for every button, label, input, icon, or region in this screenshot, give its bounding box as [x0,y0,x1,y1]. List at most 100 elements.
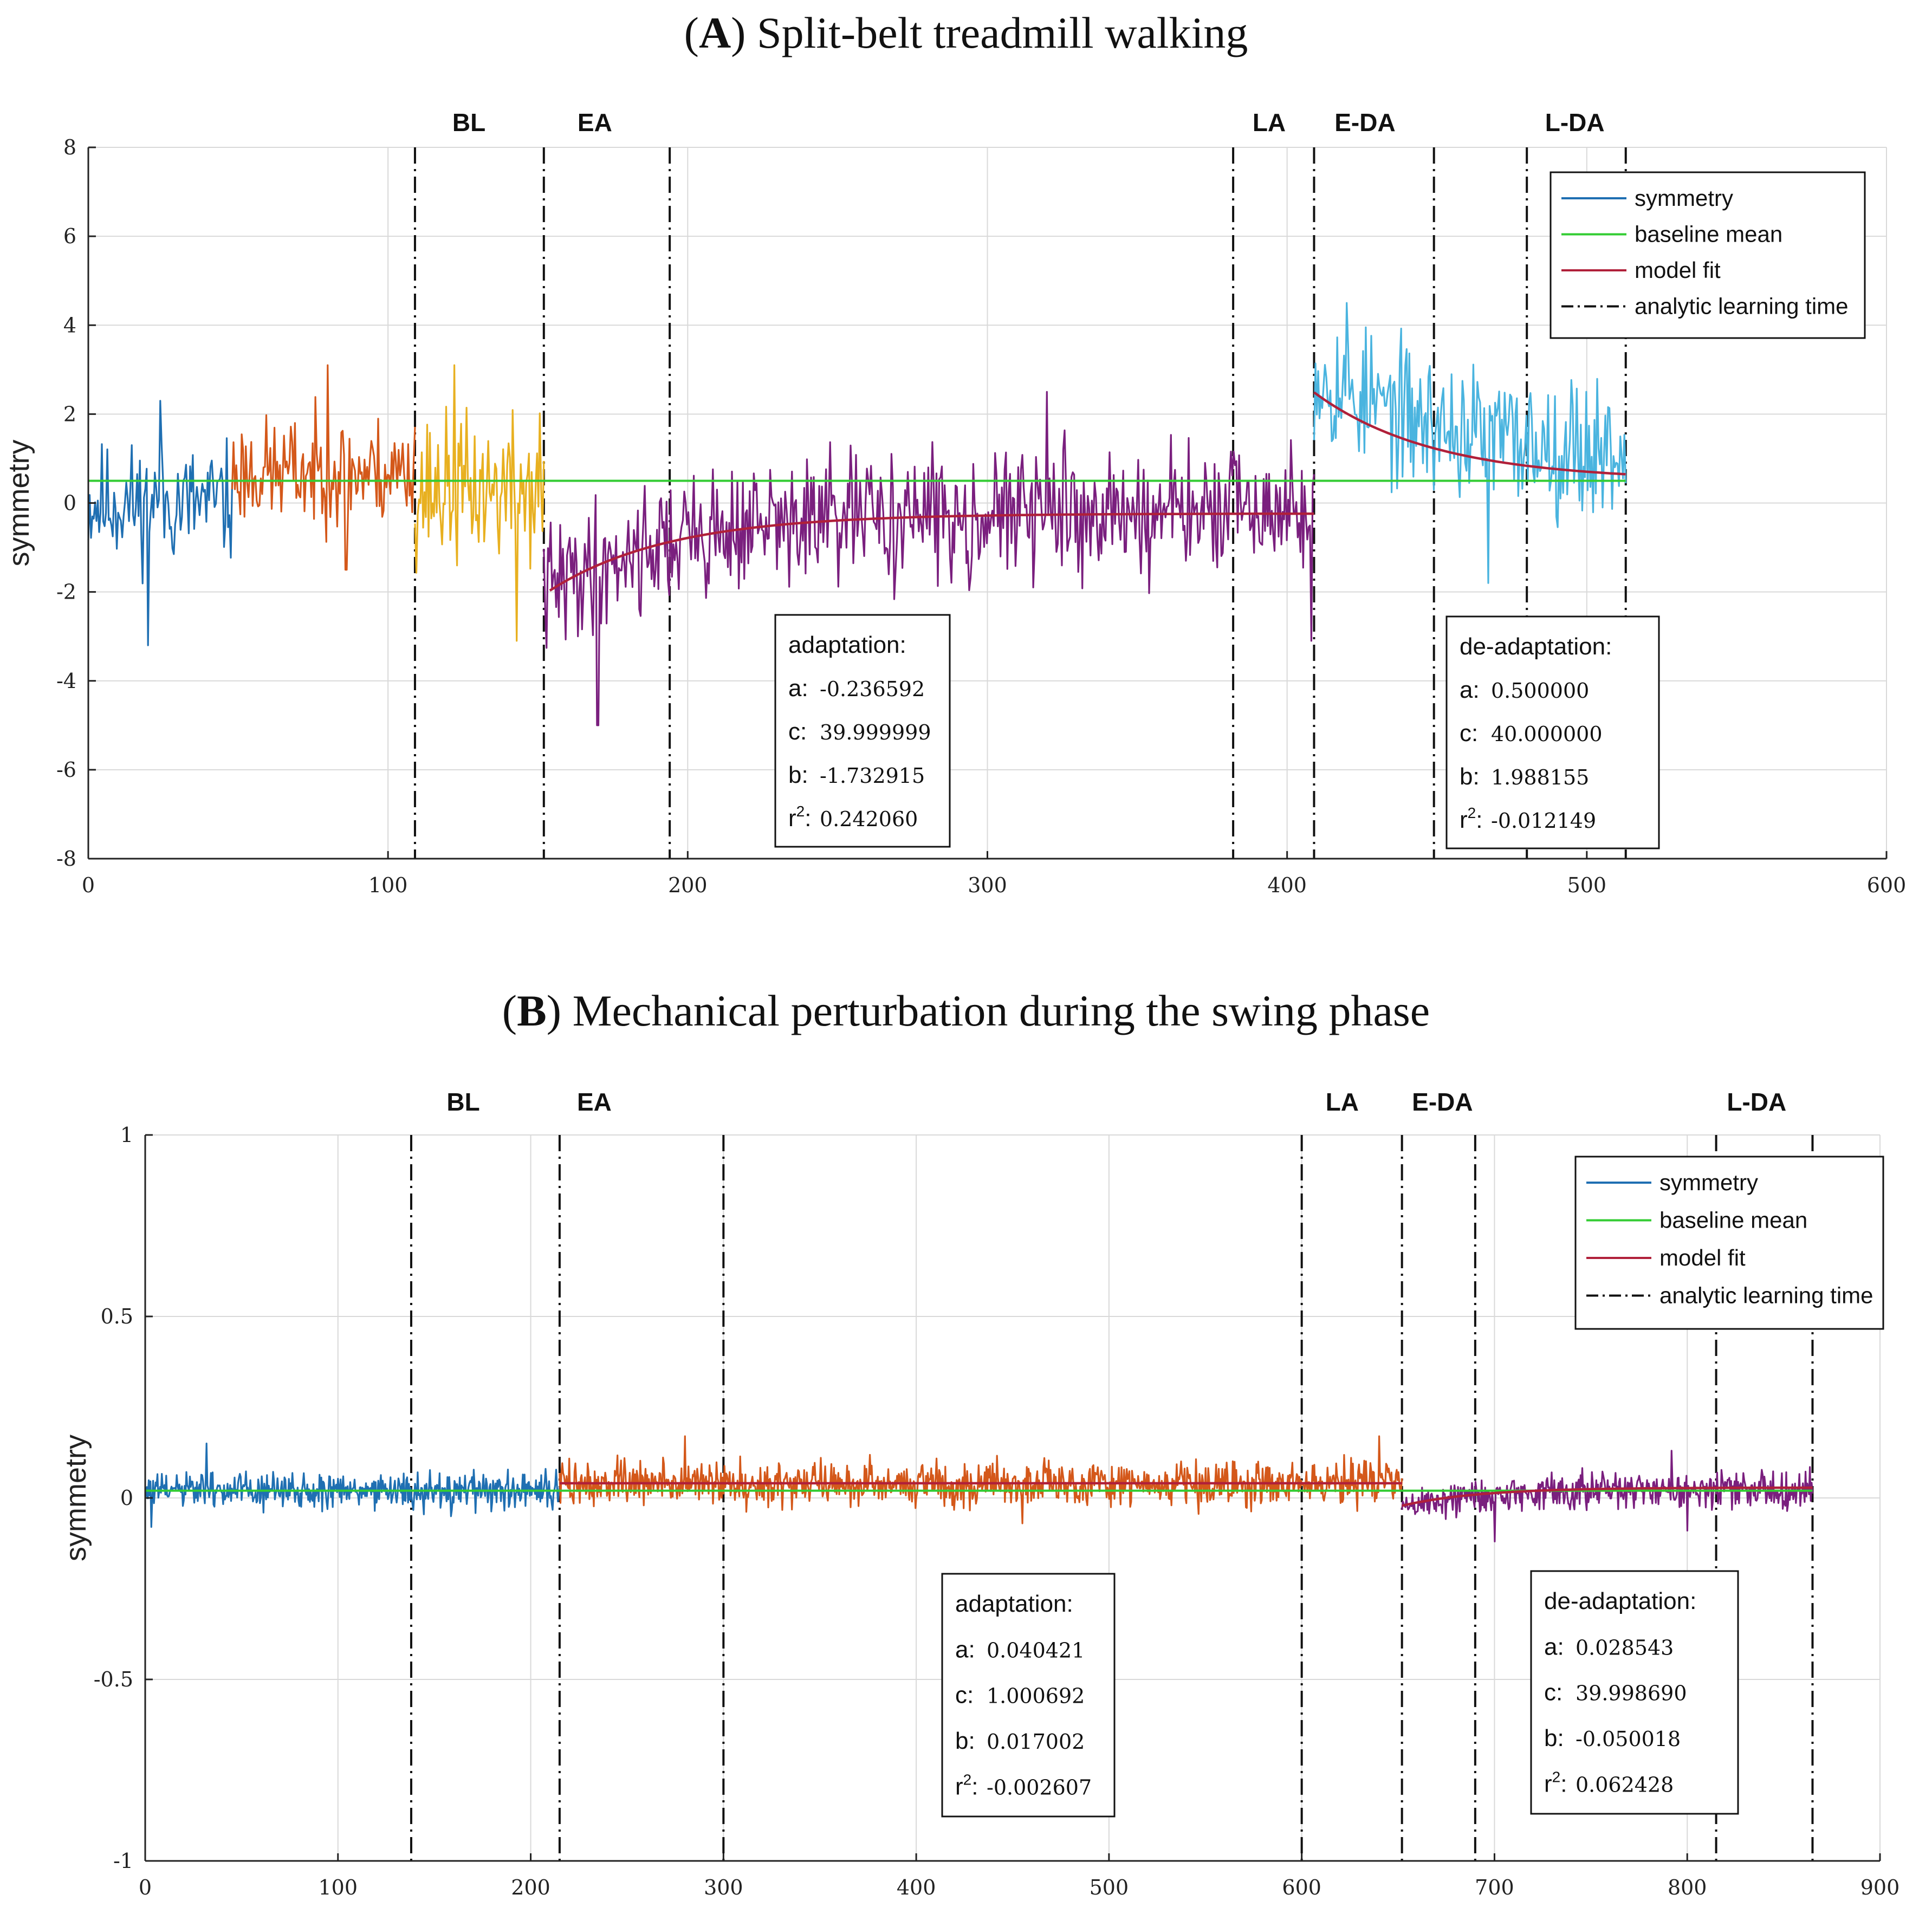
y-axis-label: symmetry [60,1435,92,1561]
r-colon: : [1560,1770,1567,1797]
x-tick-label: 900 [1860,1876,1900,1899]
annotation-param-value: 39.999999 [820,721,931,744]
legend-box [1574,1156,1884,1330]
segment-label: EA [577,1088,612,1116]
y-tick-label: -2 [56,580,76,604]
annotation-param-label: a: [1460,677,1480,703]
segment-label: EA [578,108,612,137]
r-symbol: r [955,1773,963,1800]
annotation-heading: adaptation: [955,1591,1073,1617]
annotation-param-value: 1.000692 [987,1684,1085,1708]
panel-b-title: (B) Mechanical perturbation during the s… [502,986,1430,1035]
segment-label: BL [452,108,485,137]
annotation-param-label: b: [1544,1725,1564,1751]
r-superscript: 2 [1552,1768,1561,1785]
legend-entry: model fit [1635,257,1721,283]
annotation-param-label: c: [1460,720,1478,747]
panel-a-chart: 0 100 200 300 400 500 600 -8 -6 -4 -2 0 2 4 6 8 symmetry… [3,108,1906,897]
segment-label: L-DA [1727,1088,1786,1116]
legend-entry: model fit [1659,1245,1746,1270]
annotation-heading: adaptation: [788,632,906,658]
panel-b-chart: 0 100 200 300 400 500 600 700 800 900 -1 -0.5 0 0.5 1 s… [60,1088,1899,1899]
annotation-param-value: -0.002607 [987,1775,1092,1799]
annotation-box [1530,1570,1739,1815]
annotation-param-label: b: [1460,763,1480,790]
panel-b-title-text: Mechanical perturbation during the swing… [573,986,1430,1035]
x-tick-label: 200 [511,1876,550,1899]
y-tick-label: 6 [63,224,76,248]
annotation-param-label: b: [955,1728,975,1754]
annotation-param-value: -1.732915 [820,764,925,788]
annotation-param-value: 1.988155 [1491,765,1589,789]
panel-a-title: (A) Split-belt treadmill walking [684,8,1248,57]
legend-entry: baseline mean [1635,222,1782,247]
segment-label: E-DA [1334,108,1395,137]
panel-a-title-text: Split-belt treadmill walking [757,8,1248,57]
annotation-heading: de-adaptation: [1460,633,1612,660]
x-tick-label: 500 [1567,873,1607,897]
x-tick-label: 300 [704,1876,743,1899]
annotation-r2-label: r2: [788,803,811,832]
annotation-param-label: b: [788,762,808,788]
annotation-box [1445,615,1660,849]
x-tick-label: 100 [368,873,408,897]
annotation-param-value: 0.040421 [987,1638,1085,1662]
y-tick-label: -8 [56,847,76,871]
symmetry-series-line [144,1442,561,1528]
x-tick-label: 400 [897,1876,936,1899]
y-tick-label: -6 [56,758,76,782]
legend-entry: symmetry [1635,185,1733,211]
y-tick-label: 0 [63,491,76,515]
y-tick-label: 2 [63,402,76,426]
y-tick-label: 4 [63,313,76,337]
y-tick-label: 8 [63,135,76,159]
x-tick-label: 200 [668,873,708,897]
x-tick-label: 300 [968,873,1007,897]
annotation-heading: de-adaptation: [1544,1588,1696,1614]
y-tick-label: -1 [113,1849,133,1873]
annotation-param-label: c: [788,718,807,745]
legend-box [1550,171,1866,339]
annotation-box [941,1573,1116,1818]
annotation-param-value: 0.242060 [820,807,918,831]
annotation-param-value: 0.028543 [1576,1636,1674,1659]
annotation-box [774,614,951,848]
x-tick-label: 0 [139,1876,152,1899]
annotation-param-label: a: [955,1636,975,1663]
x-tick-label: 100 [319,1876,358,1899]
segment-label: BL [446,1088,479,1116]
annotation-r2-label: r2: [1460,804,1482,833]
annotation-param-value: 0.062428 [1576,1773,1674,1796]
x-tick-label: 600 [1282,1876,1321,1899]
annotation-param-label: c: [1544,1679,1563,1706]
annotation-param-value: -0.050018 [1576,1727,1681,1751]
x-tick-label: 0 [82,873,95,897]
x-tick-label: 700 [1475,1876,1514,1899]
segment-label: E-DA [1412,1088,1473,1116]
r-colon: : [1476,807,1482,833]
segment-label: LA [1253,108,1286,137]
y-tick-label: 1 [120,1123,133,1147]
annotation-param-value: 0.017002 [987,1730,1085,1754]
annotation-param-label: a: [1544,1633,1564,1660]
model-fit-line [1402,1486,1813,1507]
annotation-param-value: -0.236592 [820,677,925,701]
x-tick-label: 400 [1267,873,1307,897]
segment-label: LA [1326,1088,1359,1116]
x-tick-label: 600 [1867,873,1907,897]
annotation-param-value: 40.000000 [1491,722,1603,746]
legend-entry: analytic learning time [1659,1283,1873,1308]
y-tick-label: -0.5 [94,1668,133,1691]
r-superscript: 2 [796,803,805,820]
legend-entry: baseline mean [1659,1208,1807,1233]
symmetry-series-line [543,391,1315,726]
annotation-r2-label: r2: [1544,1768,1567,1797]
x-tick-label: 500 [1090,1876,1129,1899]
annotation-param-label: c: [955,1682,974,1709]
symmetry-series-line [1401,1450,1814,1542]
annotation-param-value: 39.998690 [1576,1682,1687,1705]
segment-label: L-DA [1545,108,1605,137]
annotation-param-label: a: [788,675,808,702]
annotation-param-value: 0.500000 [1491,679,1589,703]
